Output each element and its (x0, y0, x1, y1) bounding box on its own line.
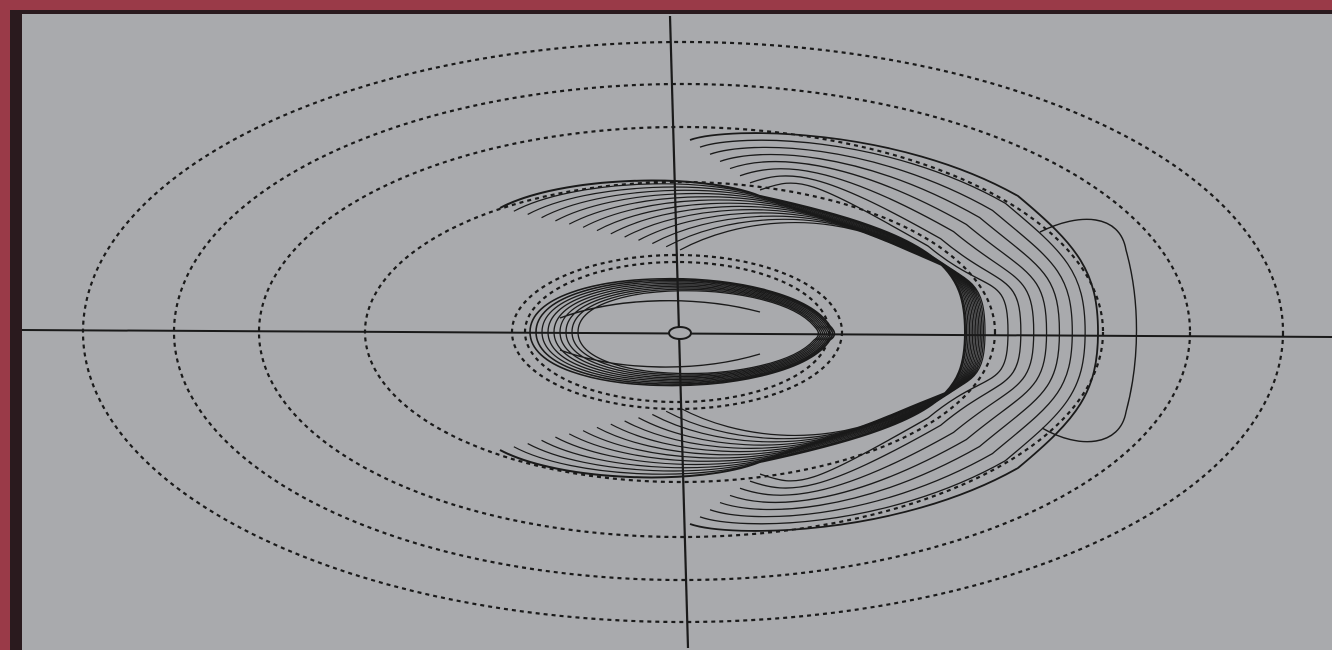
inner-lobe-upper-line (559, 299, 761, 319)
crescent-contour-14 (679, 222, 986, 436)
dashed-boundary-3 (257, 125, 1105, 539)
crescent-contour-4 (541, 189, 971, 469)
crescent-contour-1 (499, 179, 967, 479)
inner-lobe-lower-line (559, 349, 761, 368)
inner-lobe-contour-8 (571, 288, 822, 376)
dashed-boundary-1 (81, 40, 1285, 624)
solid-contour-group (499, 132, 1138, 532)
outer-lobe-contour-4 (719, 153, 1061, 511)
dashed-boundary-2 (172, 82, 1192, 582)
outer-lobe-contour-5 (729, 160, 1048, 504)
crescent-contour-11 (638, 212, 981, 446)
outer-lobe-contour-2 (699, 139, 1086, 525)
outer-lobe-contour-1 (689, 132, 1099, 532)
crescent-contour-8 (596, 202, 977, 456)
crescent-contour-2 (513, 183, 968, 475)
crescent-contour-5 (555, 192, 972, 466)
outer-lobe-contour-3 (709, 146, 1073, 518)
far-right-lobe (1039, 218, 1138, 443)
crescent-contour-7 (582, 199, 975, 459)
crescent-contour-10 (624, 209, 980, 449)
outer-lobe-contour-7 (749, 175, 1022, 489)
crescent-contour-13 (665, 218, 985, 440)
center-marker (668, 326, 692, 340)
crescent-contour-6 (568, 196, 974, 462)
crescent-contour-12 (652, 215, 983, 443)
axes-group (21, 15, 1332, 649)
crescent-contour-9 (610, 205, 978, 453)
outer-lobe-contour-8 (759, 182, 1009, 482)
crescent-contour-3 (527, 186, 969, 472)
outer-lobe-contour-6 (739, 168, 1035, 496)
